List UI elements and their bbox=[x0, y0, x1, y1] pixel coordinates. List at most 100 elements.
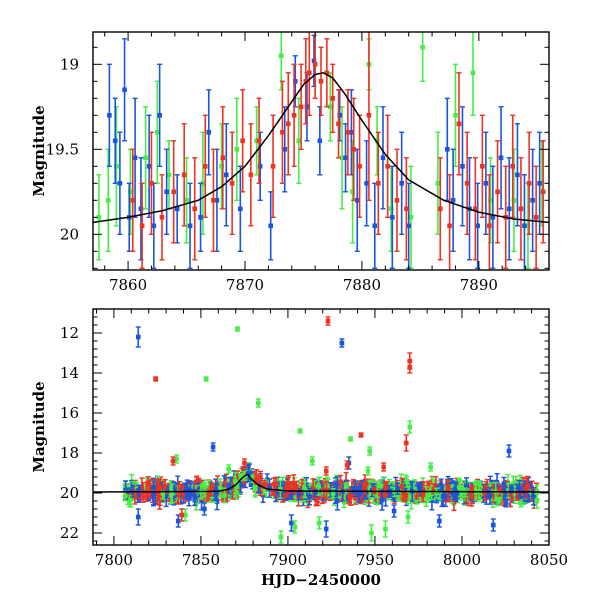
red-data-point bbox=[403, 157, 409, 261]
red-data-point bbox=[407, 360, 413, 374]
red-data-point bbox=[285, 72, 291, 176]
green-data-point bbox=[234, 326, 240, 332]
model-curve bbox=[93, 473, 549, 493]
blue-data-point bbox=[506, 444, 512, 458]
y-tick-label: 19 bbox=[60, 55, 79, 73]
blue-data-point bbox=[206, 89, 212, 176]
red-data-point bbox=[472, 157, 478, 261]
blue-data-point bbox=[257, 131, 263, 202]
red-baseline-point bbox=[482, 484, 488, 502]
y-tick-label: 14 bbox=[60, 364, 79, 382]
x-tick-label: 7900 bbox=[269, 551, 307, 569]
red-data-point bbox=[366, 32, 372, 202]
red-data-point bbox=[202, 114, 208, 219]
green-data-point bbox=[226, 464, 232, 474]
red-data-point bbox=[181, 123, 187, 227]
red-baseline-point bbox=[257, 470, 263, 484]
blue-baseline-point bbox=[487, 487, 493, 505]
bottom-panel: 7800 7850 7900 7950 8000 8050 12 14 16 18 20 22 Magn… bbox=[30, 308, 568, 589]
x-tick-label: 7880 bbox=[343, 276, 381, 294]
red-data-point bbox=[279, 80, 285, 185]
green-data-point bbox=[234, 97, 240, 202]
red-data-point bbox=[533, 165, 539, 269]
x-tick-label: 8000 bbox=[443, 551, 481, 569]
blue-data-point bbox=[399, 131, 405, 236]
blue-baseline-point bbox=[450, 488, 456, 500]
y-tick-label: 19.5 bbox=[46, 140, 79, 158]
red-data-point bbox=[130, 148, 136, 253]
green-data-point bbox=[428, 462, 434, 472]
green-data-point bbox=[278, 530, 284, 544]
x-tick-label: 7860 bbox=[109, 276, 147, 294]
y-axis: 19 19.5 20 bbox=[46, 46, 549, 269]
blue-data-point bbox=[530, 148, 536, 253]
blue-baseline-point bbox=[438, 478, 444, 491]
top-panel: 7860 7870 7880 7890 19 19.5 20 Magnitude bbox=[30, 31, 550, 294]
red-data-point bbox=[385, 114, 391, 219]
green-baseline-point bbox=[277, 479, 283, 499]
blue-data-point bbox=[223, 123, 229, 227]
red-baseline-point bbox=[321, 482, 327, 498]
green-baseline-point bbox=[316, 476, 322, 496]
blue-data-point bbox=[112, 97, 118, 185]
blue-data-point bbox=[210, 442, 216, 452]
blue-data-point bbox=[323, 520, 329, 538]
red-data-point bbox=[345, 89, 351, 176]
green-data-point bbox=[365, 466, 371, 476]
blue-data-point bbox=[122, 38, 128, 142]
red-data-point bbox=[270, 114, 276, 219]
red-data-point bbox=[375, 131, 381, 236]
blue-baseline-point bbox=[136, 484, 142, 496]
blue-baseline-point bbox=[417, 481, 423, 490]
blue-data-point bbox=[106, 63, 112, 168]
green-data-point bbox=[420, 32, 426, 83]
red-baseline-point bbox=[523, 477, 529, 499]
red-data-point bbox=[479, 114, 485, 219]
red-data-point bbox=[240, 89, 246, 193]
red-data-point bbox=[351, 97, 357, 202]
red-data-point bbox=[248, 123, 254, 227]
red-data-point bbox=[518, 157, 524, 261]
y-axis-title: Magnitude bbox=[30, 381, 48, 472]
red-data-point bbox=[171, 140, 177, 244]
x-axis: 7800 7850 7900 7950 8000 8050 bbox=[95, 309, 568, 569]
blue-baseline-point bbox=[356, 485, 362, 503]
red-baseline-point bbox=[157, 478, 163, 497]
green-data-point bbox=[382, 520, 388, 538]
y-tick-label: 22 bbox=[60, 524, 79, 542]
blue-data-point bbox=[498, 106, 504, 210]
blue-data-point bbox=[490, 518, 496, 532]
red-data-point bbox=[179, 508, 185, 522]
plot-area bbox=[93, 316, 549, 544]
blue-data-point bbox=[521, 174, 527, 270]
green-baseline-point bbox=[127, 495, 133, 505]
red-data-point bbox=[159, 174, 165, 261]
blue-data-point bbox=[389, 165, 395, 269]
green-data-point bbox=[470, 32, 476, 117]
blue-data-point bbox=[288, 514, 294, 532]
blue-data-point bbox=[364, 140, 370, 227]
red-data-point bbox=[298, 63, 304, 151]
green-data-point bbox=[348, 436, 354, 442]
red-data-point bbox=[139, 182, 145, 269]
x-tick-label: 7850 bbox=[182, 551, 220, 569]
green-baseline-point bbox=[404, 476, 410, 488]
green-data-point bbox=[368, 524, 374, 542]
blue-data-point bbox=[372, 182, 378, 269]
red-baseline-point bbox=[324, 480, 330, 501]
blue-data-point bbox=[490, 165, 496, 269]
red-data-point bbox=[447, 174, 453, 270]
red-data-point bbox=[336, 89, 342, 159]
green-baseline-point bbox=[423, 485, 429, 507]
red-data-point bbox=[256, 97, 262, 185]
red-data-point bbox=[210, 148, 216, 253]
red-data-point bbox=[510, 114, 516, 219]
blue-baseline-point bbox=[530, 487, 536, 506]
x-tick-label: 7950 bbox=[356, 551, 394, 569]
y-axis: 12 14 16 18 20 22 bbox=[60, 308, 549, 542]
green-data-point bbox=[292, 520, 298, 534]
green-baseline-point bbox=[302, 480, 308, 499]
blue-data-point bbox=[436, 514, 442, 528]
red-baseline-point bbox=[338, 474, 344, 489]
